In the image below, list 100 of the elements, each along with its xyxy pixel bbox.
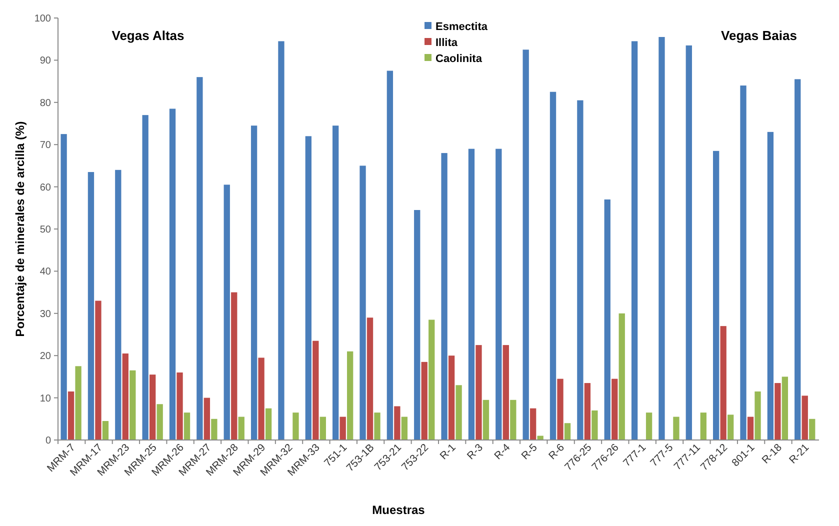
x-axis-title: Muestras <box>372 503 426 517</box>
bar <box>401 416 408 440</box>
y-tick-label: 100 <box>34 14 52 24</box>
bar <box>169 108 176 440</box>
bar <box>211 418 218 440</box>
bar <box>612 378 618 440</box>
bar <box>618 313 625 440</box>
bar <box>115 170 122 440</box>
bar <box>658 36 665 440</box>
bar <box>767 132 774 440</box>
bar <box>584 383 591 440</box>
y-tick-label: 50 <box>40 224 52 236</box>
y-tick-label: 10 <box>40 393 52 404</box>
bar <box>150 374 156 440</box>
bar <box>421 362 428 440</box>
x-tick-label: R-5 <box>519 442 540 462</box>
bar <box>496 148 502 440</box>
bar <box>340 416 346 440</box>
bar <box>360 166 366 440</box>
legend-label: Illita <box>436 36 458 49</box>
bar <box>347 351 354 440</box>
x-tick-label: R-4 <box>492 442 513 462</box>
bar <box>476 345 482 440</box>
bar <box>88 172 94 440</box>
bar <box>305 136 312 440</box>
bar <box>176 372 183 440</box>
bar <box>184 412 190 440</box>
bar <box>312 340 319 440</box>
bar <box>130 370 136 440</box>
bar <box>631 41 638 440</box>
bar <box>673 416 680 440</box>
bar <box>564 423 571 440</box>
bar <box>604 199 610 440</box>
bar <box>265 408 272 440</box>
y-tick-label: 80 <box>40 98 52 109</box>
bar <box>414 210 420 440</box>
x-tick-label: R-3 <box>464 442 486 462</box>
y-axis-title: Porcentaje de minerales de arcilla (%) <box>13 121 27 337</box>
y-tick-label: 0 <box>45 436 52 446</box>
bar <box>68 391 74 440</box>
bar <box>747 416 754 440</box>
bar <box>510 400 516 440</box>
bar <box>258 358 264 440</box>
bar <box>224 184 230 440</box>
bar <box>794 79 801 440</box>
bar <box>774 383 781 440</box>
bar <box>60 134 67 440</box>
bar <box>646 412 652 440</box>
y-tick-label: 30 <box>40 308 52 320</box>
x-tick-label: R-6 <box>546 442 568 462</box>
bar <box>550 92 556 440</box>
y-tick-label: 90 <box>40 56 52 67</box>
bar <box>592 410 598 440</box>
y-tick-label: 20 <box>40 351 52 362</box>
bar <box>142 115 148 440</box>
legend-label: Caolinita <box>436 52 483 65</box>
bar <box>292 412 299 440</box>
bar <box>196 77 203 440</box>
annotation: Vegas Baias <box>721 28 797 43</box>
bar <box>122 353 128 440</box>
y-tick-label: 70 <box>40 140 52 152</box>
y-tick-label: 60 <box>40 182 52 194</box>
bar <box>231 292 238 440</box>
bar <box>374 412 380 440</box>
bar <box>728 414 734 440</box>
bar <box>366 318 374 440</box>
bar <box>320 416 326 440</box>
bar <box>530 408 536 440</box>
bar <box>713 150 720 440</box>
bar <box>448 356 455 440</box>
bar <box>740 86 746 440</box>
bar <box>428 320 435 440</box>
bar <box>456 385 462 440</box>
bar <box>386 70 394 440</box>
bar <box>700 412 706 440</box>
x-tick-label: R-1 <box>438 442 458 462</box>
y-tick-label: 40 <box>40 266 52 278</box>
bar <box>441 153 448 440</box>
bar <box>782 376 788 440</box>
bar <box>482 400 490 440</box>
bar <box>577 100 584 440</box>
bar <box>802 396 808 440</box>
bar <box>95 300 102 440</box>
bar <box>204 398 210 440</box>
bar <box>502 345 509 440</box>
bar <box>809 418 816 440</box>
bar <box>250 126 258 440</box>
annotation: Vegas Altas <box>112 28 184 43</box>
bar <box>278 41 284 440</box>
bar <box>557 378 564 440</box>
legend-label: Esmectita <box>436 20 488 33</box>
bar <box>754 391 761 440</box>
bar <box>394 406 400 440</box>
bar <box>686 45 692 440</box>
bar <box>75 366 82 440</box>
bar <box>522 50 529 440</box>
bar <box>468 148 475 440</box>
bar <box>720 326 726 440</box>
bar <box>102 421 109 440</box>
bar <box>332 126 339 440</box>
